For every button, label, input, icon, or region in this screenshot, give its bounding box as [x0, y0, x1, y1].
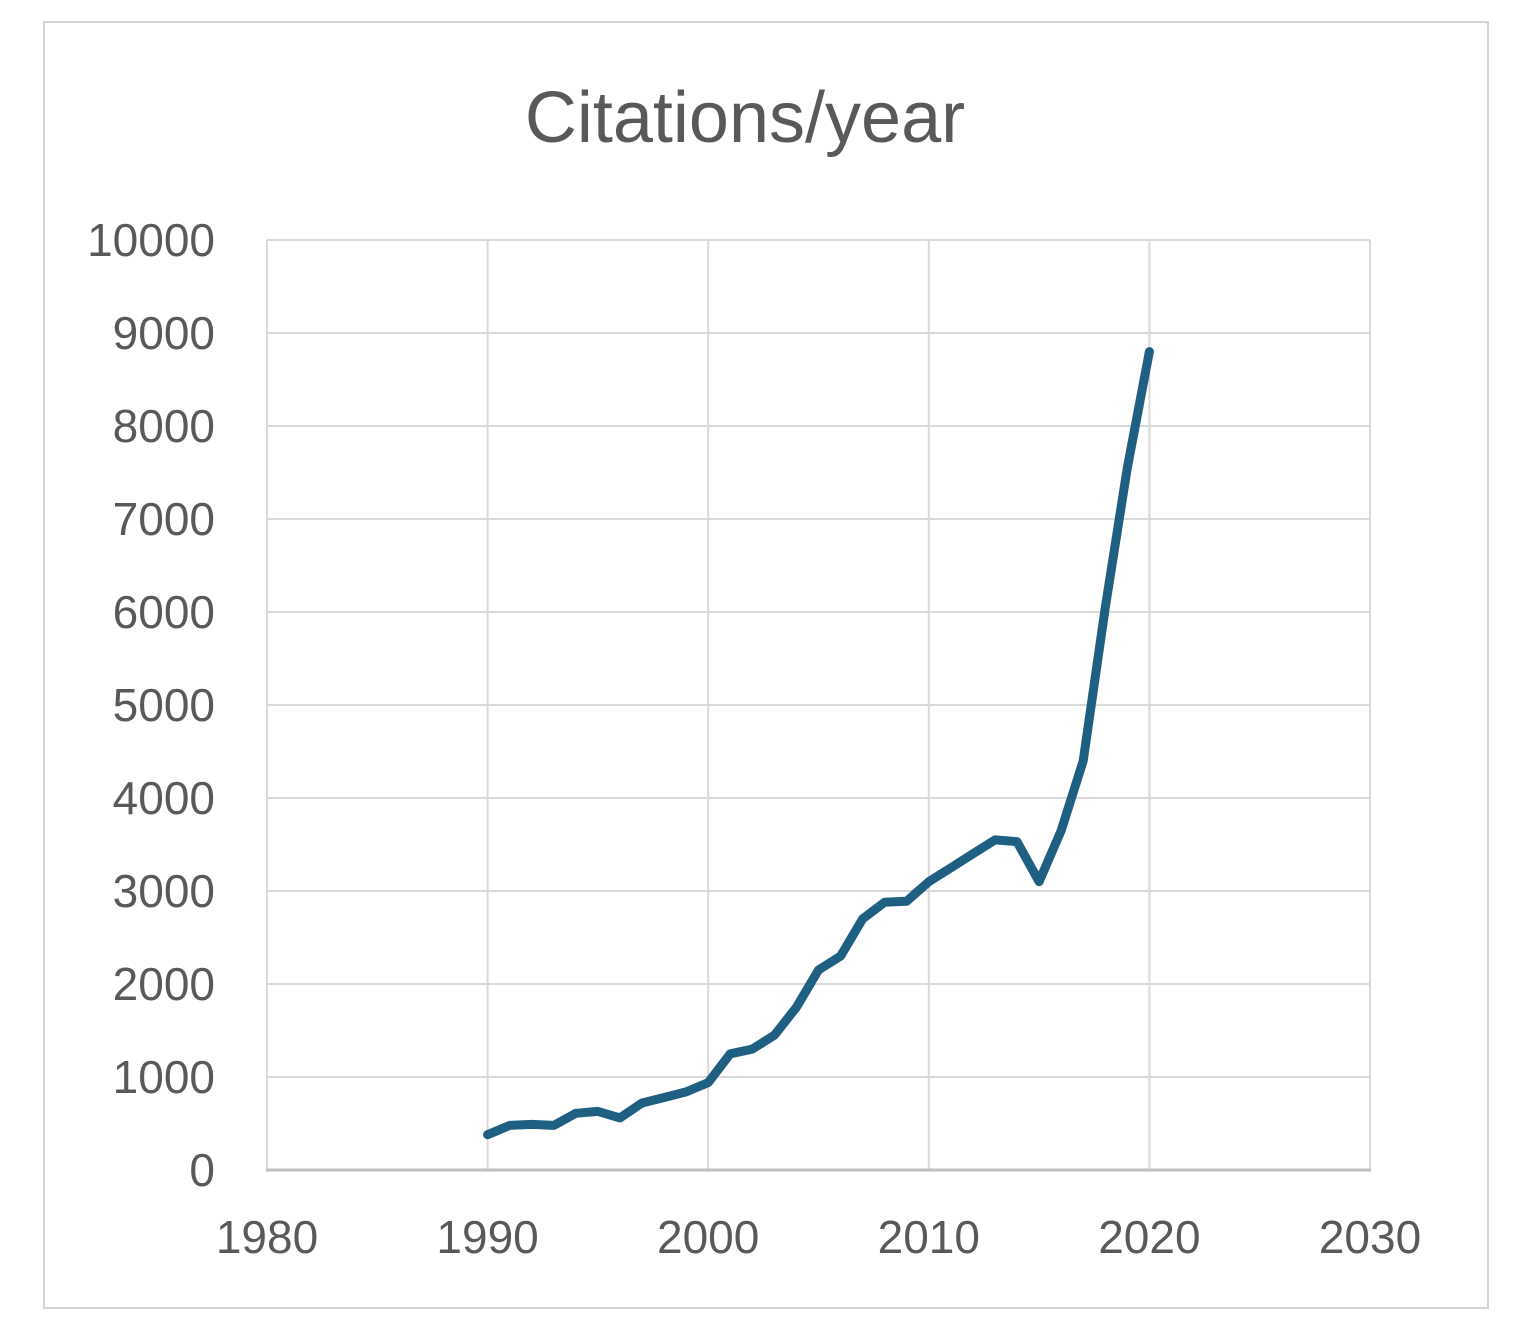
y-tick-label: 0	[189, 1144, 215, 1196]
x-tick-label: 2000	[657, 1211, 759, 1263]
y-tick-label: 1000	[113, 1051, 215, 1103]
y-tick-label: 9000	[113, 307, 215, 359]
x-tick-label: 1980	[216, 1211, 318, 1263]
y-tick-label: 10000	[87, 214, 215, 266]
y-tick-label: 3000	[113, 865, 215, 917]
x-tick-label: 2010	[878, 1211, 980, 1263]
x-tick-label: 1990	[436, 1211, 538, 1263]
chart-title: Citations/year	[524, 78, 966, 158]
citations-line-series	[483, 347, 1154, 1140]
y-tick-label: 2000	[113, 958, 215, 1010]
x-tick-label: 2030	[1319, 1211, 1421, 1263]
y-tick-label: 5000	[113, 679, 215, 731]
chart-frame	[43, 21, 1489, 1309]
x-tick-label: 2020	[1098, 1211, 1200, 1263]
y-tick-label: 8000	[113, 400, 215, 452]
y-tick-label: 6000	[113, 586, 215, 638]
y-tick-label: 7000	[113, 493, 215, 545]
y-tick-label: 4000	[113, 772, 215, 824]
